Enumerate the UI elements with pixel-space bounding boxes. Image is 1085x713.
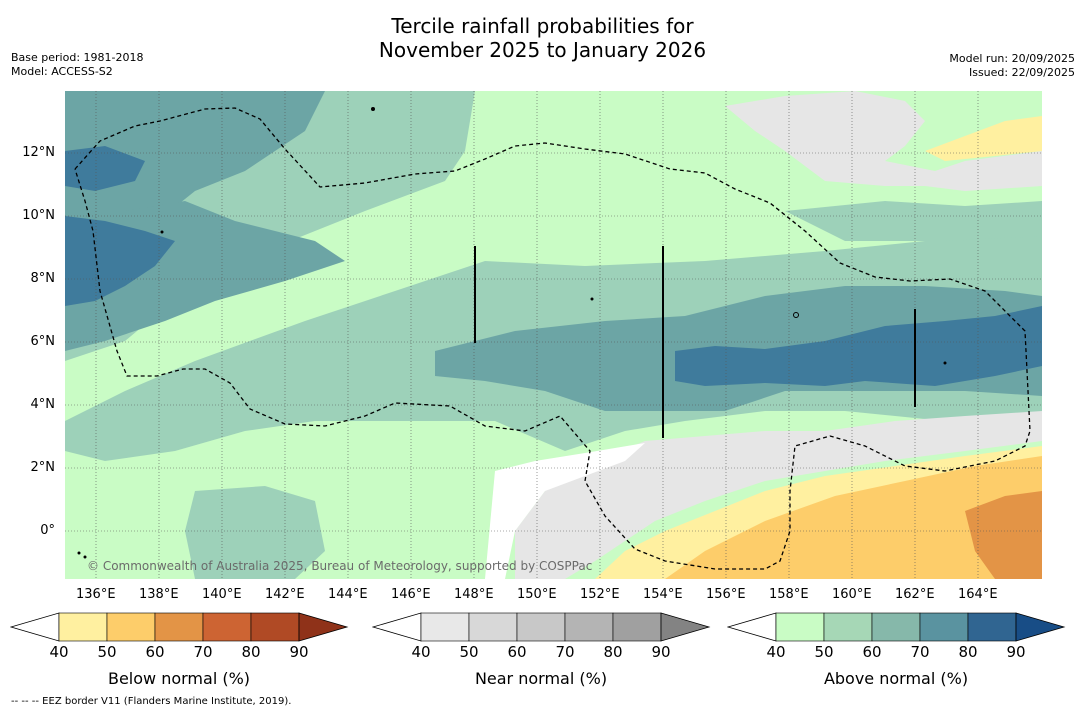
lon-label-152e: 152°E	[580, 587, 620, 602]
lat-label-4n: 4°N	[30, 397, 56, 412]
below-50-region-south	[665, 456, 1042, 579]
title-line-1: Tercile rainfall probabilities for	[391, 14, 694, 38]
colorbar-below-tick: 80	[241, 643, 261, 661]
colorbar-near-normal	[372, 612, 711, 642]
colorbar-below-tick: 70	[193, 643, 213, 661]
colorbar-below-tick: 50	[97, 643, 117, 661]
below-60-region-south	[965, 491, 1042, 579]
lat-label-2n: 2°N	[30, 460, 56, 475]
colorbar-near-title: Near normal (%)	[474, 669, 608, 688]
lon-label-162e: 162°E	[895, 587, 935, 602]
base-period-text: Base period: 1981-2018	[11, 51, 144, 64]
lon-label-144e: 144°E	[328, 587, 368, 602]
above-70-region-west	[65, 216, 175, 306]
lat-label-12n: 12°N	[22, 145, 55, 160]
colorbar-above-tick: 90	[1006, 643, 1026, 661]
lat-label-10n: 10°N	[22, 208, 55, 223]
colorbar-below-swatch-5	[250, 612, 300, 642]
lon-label-164e: 164°E	[958, 587, 998, 602]
colorbar-near-high-arrow	[660, 612, 711, 642]
lon-label-142e: 142°E	[265, 587, 305, 602]
colorbar-above-swatch-3	[871, 612, 921, 642]
colorbar-below-title: Below normal (%)	[107, 669, 251, 688]
colorbar-below-normal	[10, 612, 349, 642]
colorbar-above-swatch-5	[967, 612, 1017, 642]
above-50-region-south	[185, 486, 325, 579]
colorbar-near-low-arrow	[372, 612, 422, 642]
colorbar-below-tick: 90	[289, 643, 309, 661]
colorbar-below-swatch-3	[154, 612, 204, 642]
model-text: Model: ACCESS-S2	[11, 65, 113, 78]
colorbar-below-low-arrow	[10, 612, 60, 642]
colorbar-above-tick: 60	[862, 643, 882, 661]
colorbar-near-swatch-1	[420, 612, 470, 642]
lon-label-150e: 150°E	[517, 587, 557, 602]
colorbar-above-title: Above normal (%)	[823, 669, 969, 688]
colorbar-above-swatch-4	[919, 612, 969, 642]
above-70-region-east	[675, 306, 1042, 386]
meta-left: Base period: 1981-2018 Model: ACCESS-S2	[11, 51, 143, 79]
colorbar-above-tick: 80	[958, 643, 978, 661]
lon-label-138e: 138°E	[139, 587, 179, 602]
colorbar-below-swatch-2	[106, 612, 156, 642]
colorbar-near-tick: 40	[411, 643, 431, 661]
lon-label-158e: 158°E	[769, 587, 809, 602]
colorbar-near-tick: 80	[603, 643, 623, 661]
graticule	[65, 91, 1042, 579]
colorbar-near-tick: 90	[651, 643, 671, 661]
colorbar-below-swatch-1	[58, 612, 108, 642]
lon-label-146e: 146°E	[391, 587, 431, 602]
colorbar-below-tick: 60	[145, 643, 165, 661]
colorbar-above-tick: 50	[814, 643, 834, 661]
map-title: Tercile rainfall probabilities for Novem…	[0, 14, 1085, 62]
lat-label-6n: 6°N	[30, 334, 56, 349]
lon-label-136e: 136°E	[76, 587, 116, 602]
colorbar-below-swatch-4	[202, 612, 252, 642]
colorbar-below-tick: 40	[49, 643, 69, 661]
colorbar-above-tick: 40	[766, 643, 786, 661]
eez-border-legend: -- -- -- EEZ border V11 (Flanders Marine…	[11, 696, 292, 707]
near-normal-region-southeast	[515, 411, 1042, 579]
lon-label-160e: 160°E	[832, 587, 872, 602]
colorbar-below-high-arrow	[298, 612, 349, 642]
lat-label-8n: 8°N	[30, 271, 56, 286]
lon-label-156e: 156°E	[706, 587, 746, 602]
copyright-text: © Commonwealth of Australia 2025, Bureau…	[87, 559, 592, 573]
model-run-text: Model run: 20/09/2025	[949, 52, 1075, 65]
colorbar-near-swatch-4	[564, 612, 614, 642]
colorbar-near-swatch-5	[612, 612, 662, 642]
lat-label-0: 0°	[40, 523, 55, 538]
colorbar-above-normal	[727, 612, 1066, 642]
small-islands	[77, 107, 947, 559]
near-normal-region-northeast	[725, 91, 1042, 191]
lon-label-154e: 154°E	[643, 587, 683, 602]
issued-text: Issued: 22/09/2025	[968, 66, 1075, 79]
colorbar-above-low-arrow	[727, 612, 777, 642]
below-40-region-northeast	[925, 116, 1042, 161]
colorbar-near-swatch-3	[516, 612, 566, 642]
colorbar-above-high-arrow	[1015, 612, 1066, 642]
colorbar-near-tick: 70	[555, 643, 575, 661]
colorbar-near-tick: 60	[507, 643, 527, 661]
colorbar-near-swatch-2	[468, 612, 518, 642]
colorbar-above-tick: 70	[910, 643, 930, 661]
white-band-southeast	[485, 443, 645, 579]
meta-right: Model run: 20/09/2025 Issued: 22/09/2025	[949, 52, 1075, 80]
colorbar-near-tick: 50	[459, 643, 479, 661]
colorbar-above-swatch-2	[823, 612, 873, 642]
probability-map: © Commonwealth of Australia 2025, Bureau…	[65, 91, 1042, 579]
title-line-2: November 2025 to January 2026	[378, 38, 707, 62]
colorbar-above-swatch-1	[775, 612, 825, 642]
lon-label-140e: 140°E	[202, 587, 242, 602]
lon-label-148e: 148°E	[454, 587, 494, 602]
